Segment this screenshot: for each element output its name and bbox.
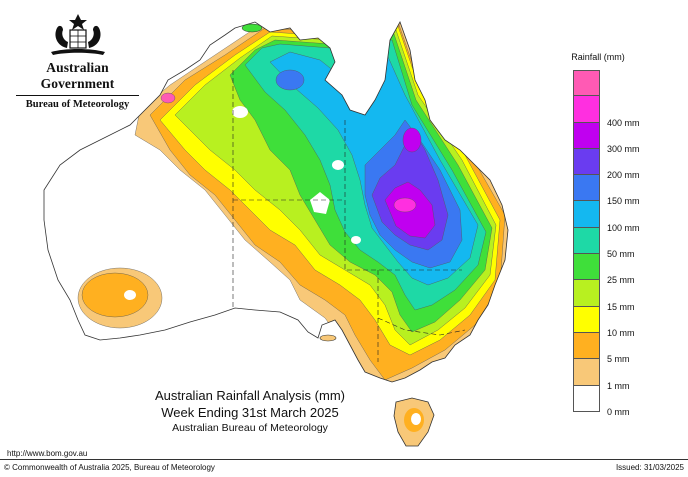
kangaroo-island: [319, 334, 337, 342]
legend-label: 50 mm: [607, 249, 635, 260]
rainfall-zone: [402, 127, 422, 153]
website-url: http://www.bom.gov.au: [7, 449, 88, 458]
legend-swatch: [573, 227, 600, 255]
map-title-line3: Australian Bureau of Meteorology: [172, 422, 328, 434]
state-borders: [232, 70, 466, 362]
legend-item: 200 mm: [573, 148, 671, 180]
tasmania: [393, 397, 435, 447]
legend-item: 10 mm: [573, 306, 671, 338]
legend-item: 1 mm: [573, 359, 671, 391]
legend-label: 0 mm: [607, 406, 630, 417]
legend-item: 150 mm: [573, 175, 671, 206]
legend-item: 5 mm: [573, 332, 671, 364]
rainfall-fields: [77, 22, 508, 382]
legend-label: 400 mm: [607, 117, 640, 128]
footer-divider: [0, 459, 688, 460]
bureau-name: Bureau of Meteorology: [25, 99, 130, 110]
legend-swatch: [573, 148, 600, 176]
map-title: Australian Rainfall Analysis (mm) Week E…: [120, 388, 380, 434]
legend-swatch: [573, 306, 600, 333]
map-title-line2: Week Ending 31st March 2025: [161, 405, 339, 420]
tiwi-islands: [241, 23, 263, 33]
coat-of-arms-icon: [50, 14, 105, 55]
legend-item: 50 mm: [573, 227, 671, 259]
legend-item: 100 mm: [573, 201, 671, 233]
copyright-notice: © Commonwealth of Australia 2025, Bureau…: [4, 463, 215, 472]
legend-label: 10 mm: [607, 327, 635, 338]
rainfall-legend: 400 mm 300 mm 200 mm 150 mm 100 mm 50 mm 25 mm…: [573, 70, 671, 417]
legend-item: 300 mm: [573, 122, 671, 154]
legend-swatch: [573, 359, 600, 386]
legend-label: 150 mm: [607, 196, 640, 207]
legend-swatch: [573, 96, 600, 123]
legend-item: 25 mm: [573, 254, 671, 285]
legend-label: 25 mm: [607, 275, 635, 286]
government-name: Australian Government: [40, 60, 115, 91]
legend-item: 0 mm: [573, 385, 671, 417]
legend-item: 400 mm: [573, 96, 671, 128]
rainfall-zone: [160, 92, 176, 104]
legend-title: Rainfall (mm): [571, 52, 625, 62]
issued-date: Issued: 31/03/2025: [615, 463, 684, 472]
legend-swatch: [573, 332, 600, 360]
rainfall-zone: [275, 69, 305, 91]
legend-label: 15 mm: [607, 301, 635, 312]
legend-item: 15 mm: [573, 280, 671, 312]
legend-swatch: [573, 385, 600, 412]
legend-swatch: [573, 254, 600, 281]
legend-swatch: [573, 175, 600, 202]
rainfall-zone: [393, 197, 417, 213]
legend-label: 100 mm: [607, 222, 640, 233]
legend-label: 200 mm: [607, 170, 640, 181]
legend-label: 5 mm: [607, 354, 630, 365]
government-logo: Australian Government Bureau of Meteorol…: [10, 12, 145, 110]
legend-swatch: [573, 280, 600, 307]
logo-divider: [16, 95, 139, 96]
legend-item: [573, 70, 671, 97]
rainfall-zone: [81, 272, 149, 318]
legend-swatch: [573, 70, 600, 97]
qld-border: [344, 120, 462, 271]
legend-swatch: [573, 201, 600, 228]
legend-label: 1 mm: [607, 380, 630, 391]
map-title-line1: Australian Rainfall Analysis (mm): [154, 388, 345, 403]
legend-label: 300 mm: [607, 143, 640, 154]
legend-swatch: [573, 122, 600, 149]
